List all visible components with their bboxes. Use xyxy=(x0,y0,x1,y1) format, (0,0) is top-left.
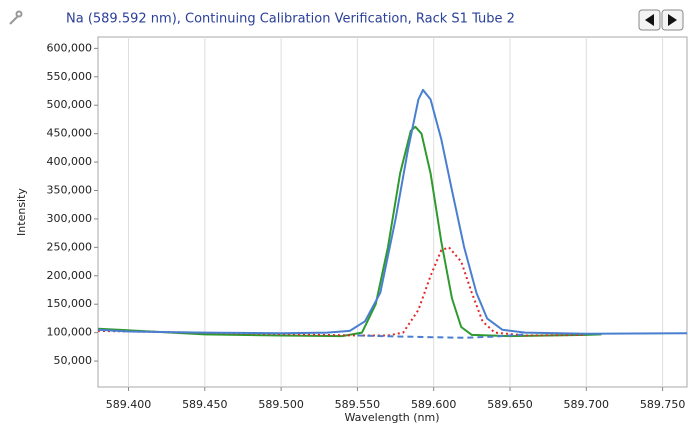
next-button[interactable] xyxy=(661,9,684,31)
x-tick-label: 589.450 xyxy=(182,398,228,411)
wrench-icon xyxy=(9,10,23,25)
y-tick-label: 550,000 xyxy=(47,70,93,83)
x-tick-label: 589.750 xyxy=(640,398,686,411)
y-tick-label: 50,000 xyxy=(54,354,93,367)
x-tick-label: 589.600 xyxy=(411,398,457,411)
prev-button[interactable] xyxy=(638,9,661,31)
y-tick-label: 100,000 xyxy=(47,326,93,339)
line-series xyxy=(97,125,602,338)
x-tick-label: 589.700 xyxy=(564,398,610,411)
x-tick-label: 589.650 xyxy=(487,398,533,411)
y-tick-label: 400,000 xyxy=(47,155,93,168)
y-axis-label: Intensity xyxy=(15,188,28,236)
y-tick-label: 450,000 xyxy=(47,127,93,140)
x-tick-label: 589.550 xyxy=(335,398,381,411)
chart-title: Na (589.592 nm), Continuing Calibration … xyxy=(66,12,515,27)
y-tick-label: 200,000 xyxy=(47,269,93,282)
y-tick-label: 350,000 xyxy=(47,184,93,197)
y-tick-label: 500,000 xyxy=(47,98,93,111)
plot-area xyxy=(97,36,688,388)
line-series xyxy=(97,246,587,337)
x-axis-label: Wavelength (nm) xyxy=(344,411,439,424)
line-series xyxy=(357,333,526,339)
y-tick-label: 250,000 xyxy=(47,240,93,253)
y-tick-label: 300,000 xyxy=(47,212,93,225)
line-series xyxy=(97,88,688,335)
y-tick-label: 600,000 xyxy=(47,41,93,54)
x-tick-label: 589.400 xyxy=(106,398,152,411)
x-tick-label: 589.500 xyxy=(258,398,304,411)
y-tick-label: 150,000 xyxy=(47,297,93,310)
